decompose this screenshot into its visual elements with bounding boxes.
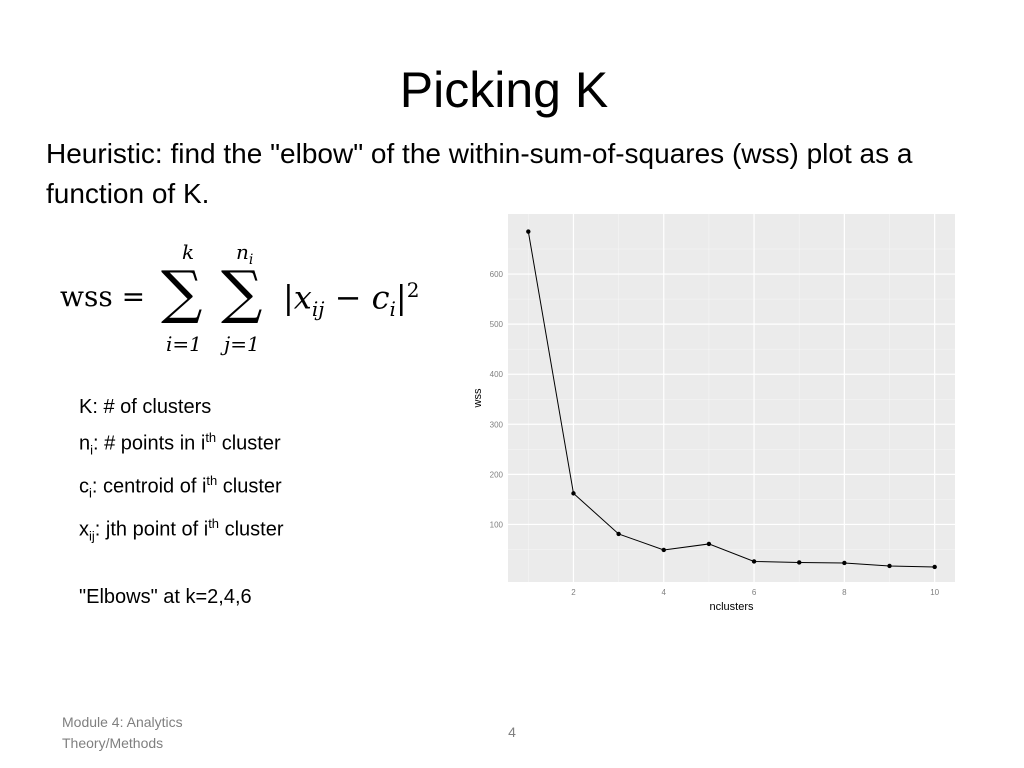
slide-title: Picking K: [399, 62, 609, 118]
chart-data-point: [751, 559, 757, 564]
sum2-upper-n: n: [236, 240, 249, 264]
definition-x-pre: x: [79, 518, 89, 541]
chart-data-point: [616, 531, 621, 537]
definition-c-sub: i: [89, 485, 92, 501]
chart-x-tick-labels: 2 4 6 8 10: [571, 588, 939, 597]
footer-module-label: Module 4: Analytics Theory/Methods: [62, 714, 183, 751]
definition-c-post: cluster: [217, 475, 282, 498]
definition-k-text: K: # of clusters: [79, 396, 212, 418]
chart-data-point: [526, 229, 531, 234]
chart-data-point: [932, 564, 937, 570]
chart-data-point: [797, 560, 802, 565]
elbows-note: "Elbows" at k=2,4,6: [79, 585, 252, 608]
chart-y-tick-label: 300: [490, 420, 504, 429]
chart-x-tick-label: 4: [662, 588, 667, 597]
chart-data-point: [706, 541, 712, 547]
chart-y-tick-label: 600: [490, 270, 504, 279]
sum2-upper-sub: i: [248, 252, 254, 268]
definition-x-mid: : jth point of i: [94, 518, 209, 541]
definitions-list: K: # of clusters ni: # points in ith clu…: [79, 392, 399, 612]
definition-x-post: cluster: [219, 518, 284, 541]
page-number: 4: [508, 724, 516, 740]
chart-y-tick-label: 200: [490, 470, 504, 479]
sum1-lower-limit: i=1: [166, 332, 202, 356]
chart-minor-grid: [508, 214, 955, 582]
formula-c: − c: [324, 278, 390, 317]
chart-data-point: [887, 563, 892, 569]
definition-n-post: cluster: [216, 432, 281, 455]
chart-y-tick-labels: 100 200 300 400 500 600: [490, 270, 504, 529]
definition-n-mid: : # points in i: [93, 432, 206, 455]
chart-data-point: [661, 547, 666, 553]
formula-x-sub: ij: [311, 297, 325, 322]
sum1-sigma-icon: ∑: [161, 258, 203, 326]
definition-x: xij: jth point of ith cluster: [79, 509, 399, 552]
chart-y-tick-label: 500: [490, 320, 504, 329]
chart-x-tick-label: 2: [571, 588, 576, 597]
chart-data-point: [842, 560, 847, 566]
definition-n-sup: th: [205, 429, 217, 445]
chart-points: [526, 229, 937, 570]
sum1-upper-limit: k: [182, 240, 195, 264]
formula-exponent: 2: [406, 278, 420, 302]
definition-x-sub: ij: [89, 528, 95, 544]
definition-n: ni: # points in ith cluster: [79, 423, 399, 466]
chart-x-tick-label: 8: [842, 588, 847, 597]
definition-k: K: # of clusters: [79, 392, 399, 423]
slide-subtitle: Heuristic: find the "elbow" of the withi…: [46, 138, 913, 209]
definition-c: ci: centroid of ith cluster: [79, 466, 399, 509]
chart-panel: [508, 214, 955, 582]
formula-close: |: [395, 278, 407, 317]
wss-elbow-chart: 100 200 300 400 500 600 2 4 6 8 10 nclusters wss: [472, 214, 955, 613]
chart-major-grid: [508, 214, 955, 582]
chart-series-line: [527, 231, 935, 568]
definition-n-pre: n: [79, 432, 91, 455]
definitions-spacer: [79, 552, 399, 582]
chart-data-point: [571, 491, 576, 496]
definition-c-sup: th: [206, 472, 218, 488]
definition-c-pre: c: [79, 475, 89, 498]
definition-x-sup: th: [208, 515, 220, 531]
wss-formula: wss = k ∑ i=1 ni ∑ j=1 |xij − ci|2: [58, 240, 448, 360]
chart-y-tick-label: 100: [490, 520, 504, 529]
chart-x-tick-label: 10: [930, 588, 939, 597]
sum2-sigma-icon: ∑: [221, 258, 263, 326]
formula-body: |xij − ci|2: [283, 278, 419, 321]
sum2-lower-limit: j=1: [224, 332, 260, 356]
definition-n-sub: i: [90, 442, 94, 458]
chart-x-tick-label: 6: [752, 588, 757, 597]
formula-c-sub: i: [389, 297, 396, 322]
sum2-upper-limit: ni: [236, 240, 253, 268]
chart-y-tick-label: 400: [490, 370, 504, 379]
formula-lhs: wss =: [60, 280, 146, 313]
chart-y-axis-label: wss: [472, 388, 484, 408]
chart-x-axis-label: nclusters: [709, 601, 754, 613]
definition-c-mid: : centroid of i: [91, 475, 207, 498]
formula-x: |x: [283, 278, 312, 317]
